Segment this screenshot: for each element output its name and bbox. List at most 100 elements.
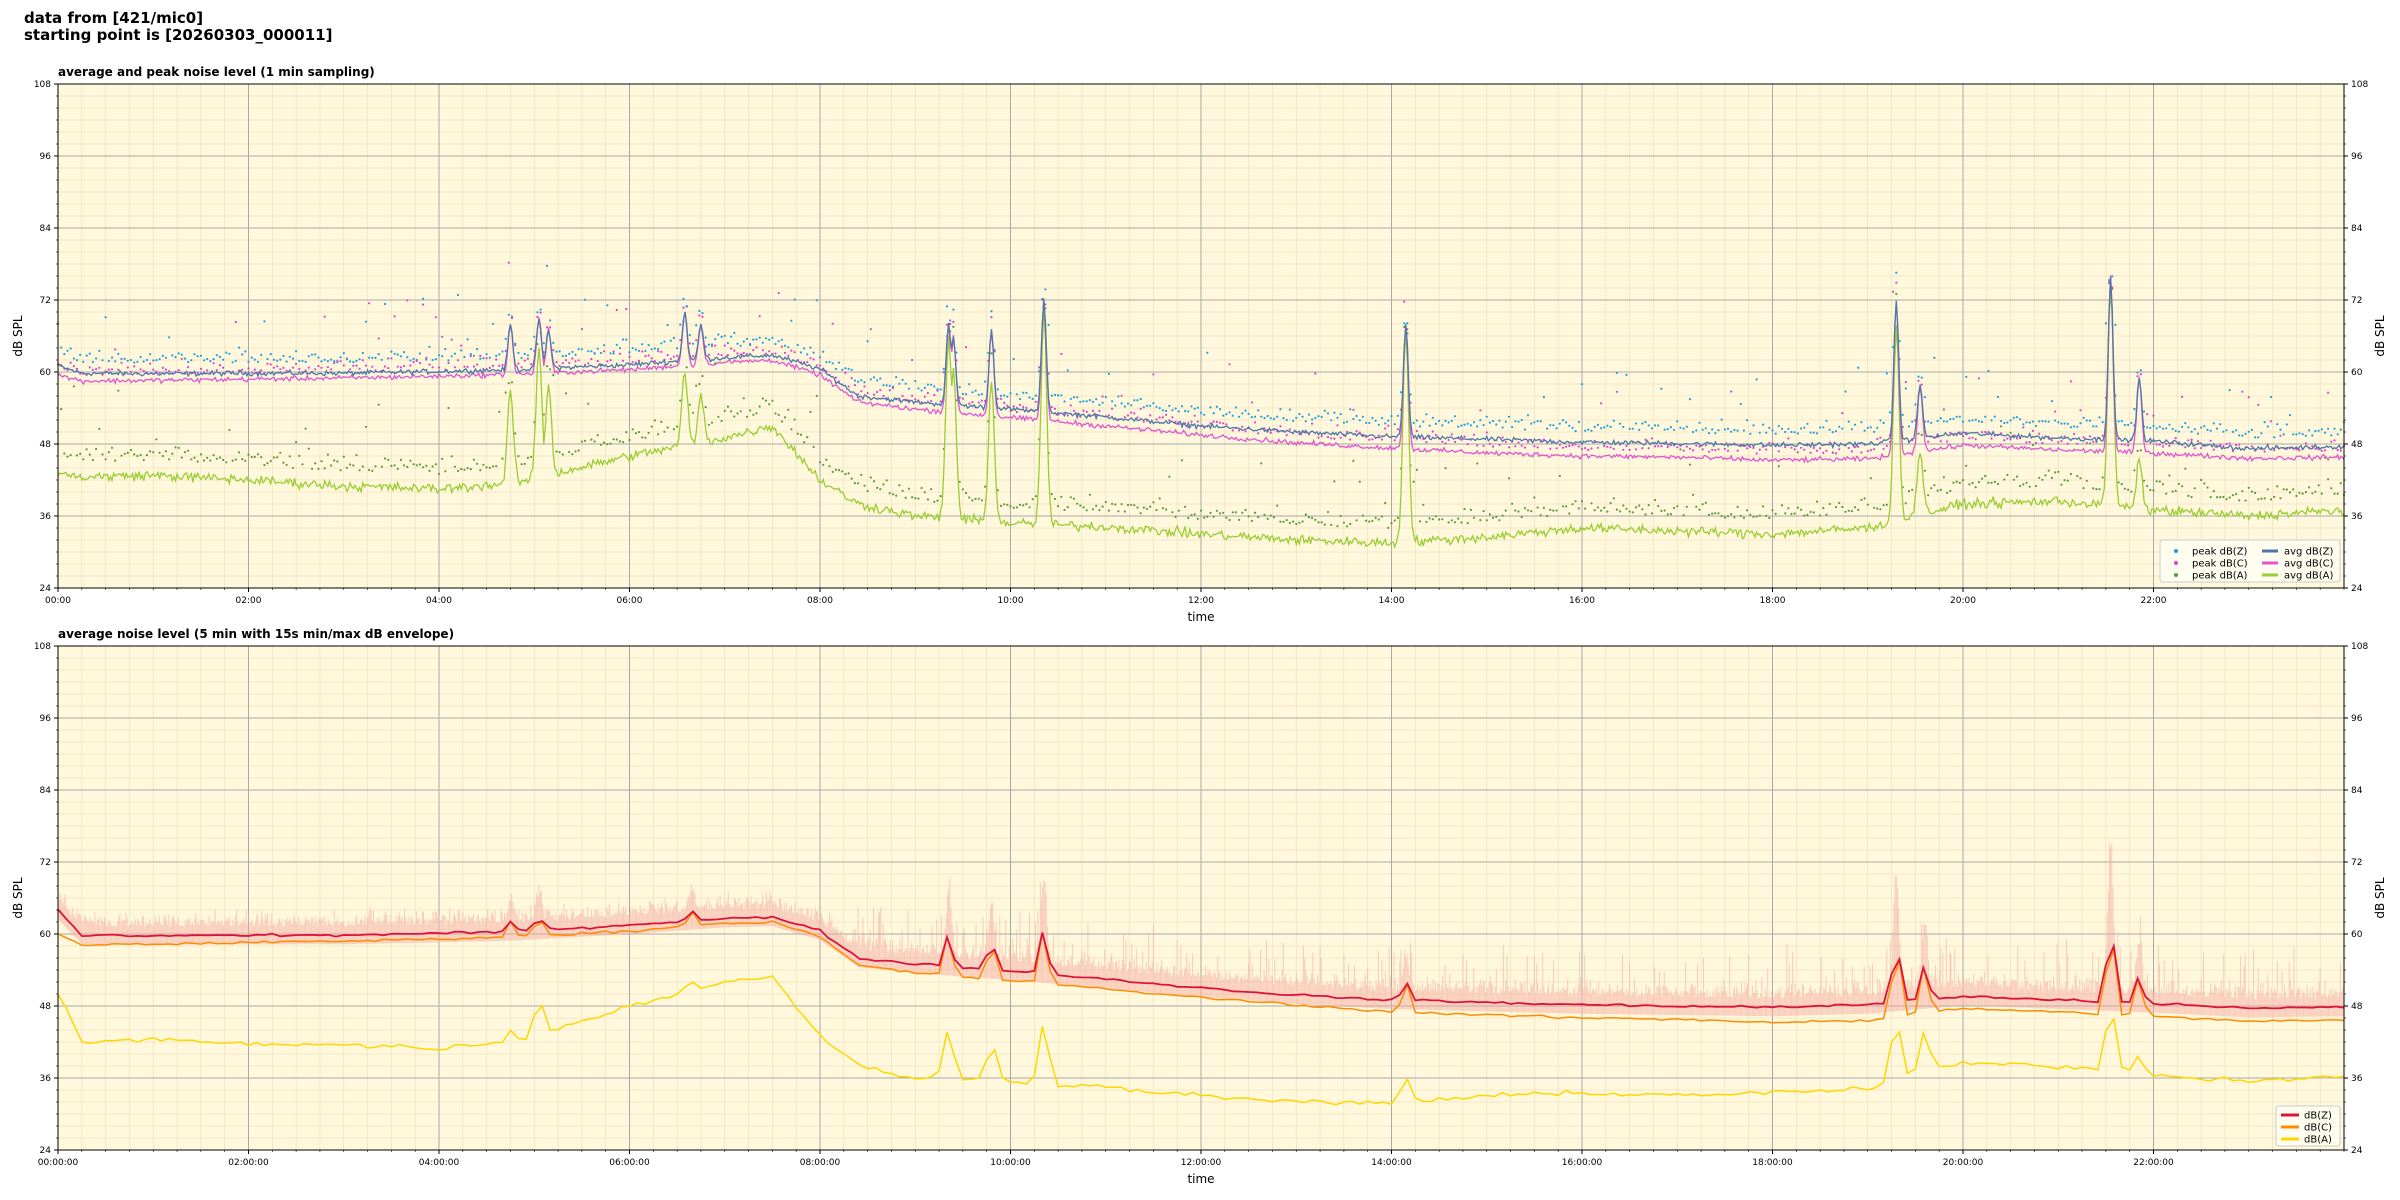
peak-a-point (1946, 491, 1949, 494)
peak-z-point (1253, 415, 1257, 418)
peak-a-point (1574, 500, 1577, 503)
peak-c-point (88, 366, 91, 369)
peak-a-point (1844, 510, 1847, 513)
y-axis-label-left: dB SPL (11, 315, 25, 357)
peak-z-point (872, 376, 876, 379)
peak-c-point (1082, 409, 1085, 412)
peak-z-point (2095, 425, 2098, 428)
peak-a-point (1199, 509, 1203, 512)
peak-z-point (999, 394, 1003, 397)
peak-c-point (622, 359, 625, 362)
y-axis-label-left: dB SPL (11, 877, 25, 919)
peak-c-point (234, 320, 237, 324)
peak-a-point (1869, 477, 1872, 480)
peak-z-point (1165, 409, 1168, 412)
peak-a-point (2066, 479, 2069, 482)
peak-z-point (2111, 275, 2114, 278)
peak-c-point (371, 365, 374, 368)
peak-a-point (1930, 487, 1933, 490)
peak-z-point (1853, 423, 1857, 426)
peak-a-point (1895, 292, 1898, 295)
peak-a-point (1250, 519, 1253, 523)
peak-z-point (183, 357, 187, 360)
peak-a-point (2308, 486, 2311, 489)
peak-a-point (441, 457, 444, 460)
peak-a-point (507, 382, 510, 385)
peak-a-point (1784, 512, 1787, 515)
peak-a-point (152, 451, 155, 454)
peak-c-point (1003, 401, 1006, 404)
peak-c-point (1946, 440, 1949, 443)
peak-a-point (1272, 516, 1276, 519)
peak-z-point (1345, 420, 1349, 423)
peak-c-point (2200, 446, 2203, 450)
x-tick-label: 18:00:00 (1752, 1158, 1793, 1168)
peak-c-point (2063, 435, 2066, 438)
peak-c-point (1942, 408, 1945, 411)
peak-z-point (117, 352, 120, 355)
peak-c-point (1536, 446, 1539, 449)
peak-z-point (66, 349, 69, 352)
peak-z-point (847, 367, 850, 370)
peak-c-point (1834, 452, 1838, 455)
peak-a-point (1580, 500, 1584, 503)
peak-z-point (1987, 369, 1990, 373)
peak-z-point (479, 357, 482, 360)
peak-a-point (1022, 504, 1025, 507)
peak-a-point (1990, 481, 1993, 484)
peak-a-point (1091, 508, 1095, 511)
peak-c-point (1809, 451, 1812, 454)
peak-z-point (676, 347, 679, 350)
peak-c-point (1692, 449, 1695, 452)
peak-a-point (736, 412, 739, 415)
peak-a-point (1228, 518, 1231, 522)
peak-a-point (196, 460, 199, 463)
peak-c-point (1603, 444, 1606, 448)
peak-c-point (504, 349, 507, 352)
peak-z-point (1457, 425, 1460, 428)
peak-a-point (1352, 459, 1355, 462)
peak-z-point (1857, 366, 1860, 369)
peak-a-point (2209, 496, 2212, 499)
peak-z-point (1349, 408, 1352, 411)
peak-z-point (2247, 430, 2250, 433)
peak-c-point (637, 359, 641, 362)
peak-z-point (739, 344, 742, 347)
peak-z-point (1371, 416, 1374, 420)
peak-z-point (136, 360, 139, 363)
peak-a-point (1263, 513, 1266, 517)
peak-a-point (276, 456, 279, 459)
peak-c-point (1866, 450, 1869, 453)
peak-a-point (1111, 502, 1114, 505)
peak-c-point (707, 353, 711, 356)
peak-z-point (387, 357, 390, 360)
peak-a-point (1180, 459, 1184, 462)
peak-c-point (406, 299, 409, 302)
peak-c-point (1228, 363, 1231, 366)
peak-c-point (247, 367, 250, 370)
peak-a-point (1834, 506, 1838, 509)
peak-a-point (1736, 505, 1739, 508)
peak-a-point (456, 469, 460, 473)
peak-z-point (1263, 416, 1266, 420)
peak-c-point (1796, 451, 1799, 454)
peak-a-point (669, 364, 672, 367)
peak-z-point (774, 342, 777, 346)
peak-z-point (1107, 372, 1110, 375)
peak-a-point (2225, 498, 2228, 501)
peak-c-point (790, 349, 793, 352)
peak-c-point (1574, 443, 1577, 446)
peak-a-point (244, 459, 247, 462)
peak-z-point (2063, 422, 2066, 425)
peak-z-point (2327, 427, 2330, 430)
peak-z-point (523, 352, 526, 355)
peak-z-point (202, 359, 206, 362)
peak-z-point (733, 331, 736, 334)
peak-a-point (2000, 425, 2003, 428)
peak-c-point (383, 365, 387, 368)
peak-a-point (466, 467, 469, 470)
peak-c-point (774, 352, 777, 355)
peak-a-point (1526, 509, 1530, 512)
peak-c-point (425, 356, 428, 359)
peak-c-point (809, 357, 812, 360)
